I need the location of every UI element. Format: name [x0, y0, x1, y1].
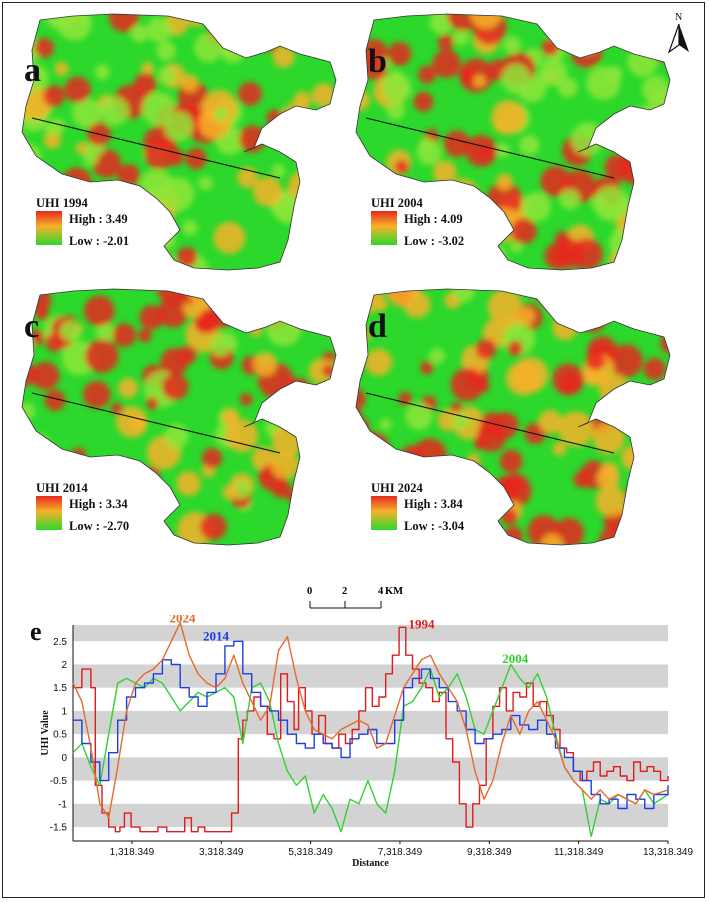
uhi-surface-a — [22, 14, 336, 270]
x-tick-label: 5,318.349 — [288, 847, 333, 858]
color-ramp-b — [371, 211, 397, 245]
boundary-d — [355, 288, 671, 546]
north-letter: N — [675, 12, 683, 23]
grid-band — [73, 757, 668, 781]
map-panel-b: b UHI 2004 High : 4.09 Low : -3.02 — [352, 10, 687, 282]
legend-high-c: High : 3.34 — [69, 497, 128, 511]
transect-line-b — [365, 117, 615, 179]
y-tick-label: 0.5 — [53, 730, 67, 741]
legend-low-b: Low : -3.02 — [404, 234, 465, 248]
legend-high-a: High : 3.49 — [69, 212, 128, 226]
map-panel-c: c UHI 2014 High : 3.34 Low : -2.70 — [18, 285, 353, 557]
panel-label-b: b — [368, 43, 387, 80]
x-tick-label: 11,318.349 — [554, 847, 604, 858]
legend-high-d: High : 3.84 — [404, 497, 463, 511]
uhi-map-c — [21, 288, 337, 546]
legend-high-b: High : 4.09 — [404, 212, 463, 226]
boundary-b — [355, 13, 671, 271]
legend-low-a: Low : -2.01 — [69, 234, 130, 248]
series-label-2004: 2004 — [502, 651, 529, 666]
y-tick-label: 0 — [61, 753, 67, 764]
legend-low-c: Low : -2.70 — [69, 519, 130, 533]
y-tick-label: -1.5 — [50, 823, 68, 834]
y-axis-label: UHI Value — [40, 710, 51, 756]
y-tick-label: 2.5 — [53, 637, 67, 648]
panel-label-e: e — [30, 617, 42, 646]
legend-c: UHI 2014 High : 3.34 Low : -2.70 — [36, 481, 186, 541]
scale-bar-line — [309, 601, 382, 609]
series-line-2014 — [73, 640, 669, 810]
series-line-2024 — [72, 622, 669, 819]
uhi-profile-svg: -1.5 -1 -0.5 0 0.5 1 1.5 2 2.5 1,318.349 3,318.349… — [40, 615, 693, 869]
transect-line-c — [31, 392, 281, 454]
series-label-2024: 2024 — [169, 615, 196, 626]
legend-b: UHI 2004 High : 4.09 Low : -3.02 — [371, 196, 521, 256]
north-arrow-icon — [667, 23, 689, 54]
series-label-1994: 1994 — [408, 616, 435, 631]
transect-line-d — [365, 392, 615, 454]
color-ramp-d — [371, 496, 397, 530]
x-tick-label: 13,318.349 — [643, 847, 693, 858]
x-tick-label: 7,318.349 — [378, 847, 423, 858]
panel-label-d: d — [368, 308, 387, 345]
legend-title-a: UHI 1994 — [36, 196, 88, 210]
panel-label-a: a — [24, 52, 41, 89]
color-ramp-c — [36, 496, 62, 530]
boundary-c — [21, 288, 337, 546]
x-axis-label: Distance — [352, 858, 389, 869]
transect-line-a — [31, 117, 281, 179]
map-panel-d: d UHI 2024 High : 3.84 Low : -3.04 — [352, 285, 687, 557]
uhi-map-a — [21, 13, 337, 271]
legend-title-b: UHI 2004 — [371, 196, 423, 210]
x-tick-label: 1,318.349 — [110, 847, 155, 858]
panel-label-c: c — [24, 308, 40, 345]
y-tick-label: 1 — [61, 706, 67, 717]
legend-title-d: UHI 2024 — [371, 481, 423, 495]
boundary-a — [21, 13, 337, 271]
scale-tick-0: 0 — [307, 586, 313, 597]
y-tick-label: -1 — [58, 799, 67, 810]
scale-bar: 0 2 4 KM — [298, 586, 408, 616]
y-tick-label: -0.5 — [50, 776, 68, 787]
y-tick-label: 1.5 — [53, 683, 67, 694]
x-tick-label: 3,318.349 — [199, 847, 244, 858]
series-label-2014: 2014 — [203, 628, 230, 643]
legend-title-c: UHI 2014 — [36, 481, 88, 495]
grid-band — [73, 625, 668, 642]
uhi-profile-chart: -1.5 -1 -0.5 0 0.5 1 1.5 2 2.5 1,318.349 3,318.349… — [0, 615, 709, 902]
y-tick-label: 2 — [61, 660, 67, 671]
north-arrow: N — [665, 12, 695, 58]
uhi-map-d — [355, 288, 671, 546]
map-panel-a: a UHI 1994 High : 3.49 Low : -2.01 — [18, 10, 353, 272]
legend-low-d: Low : -3.04 — [404, 519, 465, 533]
scale-unit: KM — [385, 586, 404, 597]
grid-band — [73, 803, 668, 828]
scale-tick-4: 4 — [378, 586, 384, 597]
legend-d: UHI 2024 High : 3.84 Low : -3.04 — [371, 481, 521, 541]
legend-a: UHI 1994 High : 3.49 Low : -2.01 — [36, 196, 186, 256]
scale-tick-2: 2 — [342, 586, 348, 597]
color-ramp-a — [36, 211, 62, 245]
x-tick-label: 9,318.349 — [467, 847, 512, 858]
